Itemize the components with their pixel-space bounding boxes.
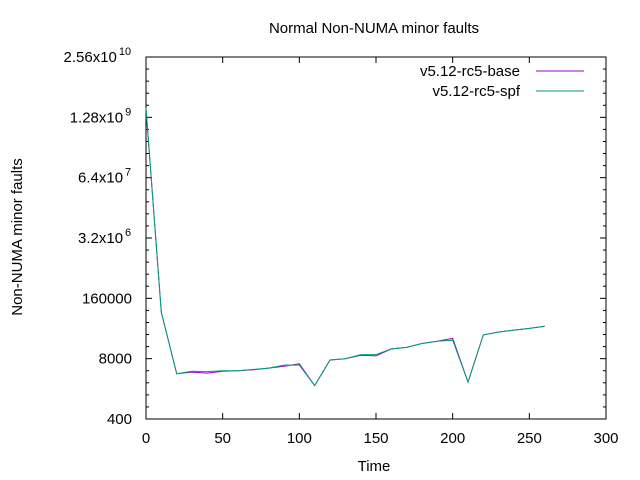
series-line (145, 108, 545, 387)
x-axis-label: Time (358, 458, 391, 475)
series-lines (145, 108, 545, 387)
legend: v5.12-rc5-base v5.12-rc5-spf (420, 63, 584, 100)
x-tick-label: 300 (593, 430, 618, 447)
x-tick-label: 200 (440, 430, 465, 447)
plot-frame (145, 56, 607, 420)
y-axis-label: Non-NUMA minor faults (9, 158, 26, 316)
x-tick-label: 50 (214, 430, 231, 447)
legend-label: v5.12-rc5-base (420, 63, 520, 80)
axis-ticks (145, 56, 607, 420)
tick-labels: 0 50 100 150 200 250 300 400 8000 160000 3.2x10 6 6.… (64, 46, 619, 447)
y-tick-label: 160000 (82, 290, 132, 307)
y-tick-label: 8000 (99, 351, 132, 368)
chart-title: Normal Non-NUMA minor faults (269, 20, 479, 37)
x-tick-label: 100 (287, 430, 312, 447)
y-tick-label: 400 (107, 411, 132, 428)
x-tick-label: 0 (142, 430, 150, 447)
y-tick-label: 1.28x10 9 (70, 106, 132, 126)
y-tick-label: 2.56x10 10 (64, 46, 132, 66)
y-tick-label: 6.4x10 7 (78, 167, 131, 187)
legend-label: v5.12-rc5-spf (432, 83, 520, 100)
y-tick-label: 3.2x10 6 (78, 227, 131, 247)
x-tick-label: 150 (363, 430, 388, 447)
x-tick-label: 250 (517, 430, 542, 447)
series-line (145, 108, 545, 387)
